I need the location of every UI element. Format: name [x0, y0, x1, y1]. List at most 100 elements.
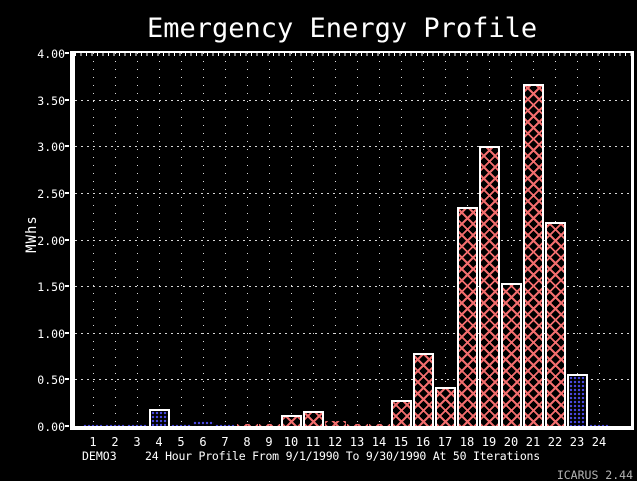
vertical-gridline	[445, 53, 446, 426]
x-axis-tick-label: 3	[133, 435, 141, 449]
y-axis-tick-mark	[65, 378, 69, 380]
horizontal-gridline	[75, 286, 631, 287]
x-axis-tick-label: 1	[89, 435, 97, 449]
bar-hour-16	[413, 353, 434, 426]
y-axis-tick-label: 4.00	[37, 47, 65, 61]
y-axis-tick-label: 3.00	[37, 140, 65, 154]
vertical-gridline	[313, 53, 314, 426]
vertical-gridline	[93, 53, 94, 426]
vertical-gridline	[225, 53, 226, 426]
x-axis-tick-label: 9	[265, 435, 273, 449]
vertical-gridline	[379, 53, 380, 426]
y-axis-tick-mark	[65, 52, 69, 54]
bar-hour-23	[567, 374, 588, 426]
plot-frame	[70, 51, 634, 430]
bar-hour-8	[237, 424, 258, 426]
horizontal-gridline	[75, 333, 631, 334]
x-axis-tick-label: 12	[327, 435, 343, 449]
y-axis-tick-label: 0.00	[37, 420, 65, 434]
vertical-gridline	[159, 53, 160, 426]
horizontal-gridline	[75, 379, 631, 380]
top-minor-ticks	[75, 53, 631, 56]
bar-hour-10	[281, 415, 302, 426]
app-version-watermark: ICARUS 2.44	[556, 468, 633, 481]
bar-hour-15	[391, 400, 412, 426]
bar-hour-20	[501, 283, 522, 426]
y-axis-tick-label: 1.00	[37, 327, 65, 341]
vertical-gridline	[137, 53, 138, 426]
bar-hour-9	[259, 424, 280, 426]
x-axis-tick-label: 21	[525, 435, 541, 449]
y-axis-tick-label: 3.50	[37, 94, 65, 108]
vertical-gridline	[181, 53, 182, 426]
vertical-gridline	[357, 53, 358, 426]
y-axis-tick-label: 2.50	[37, 187, 65, 201]
bar-hour-6	[193, 421, 214, 426]
x-axis-tick-label: 17	[437, 435, 453, 449]
y-axis-tick-label: 2.00	[37, 234, 65, 248]
y-axis-tick-mark	[65, 425, 69, 427]
vertical-gridline	[401, 53, 402, 426]
y-axis-tick-mark	[65, 145, 69, 147]
y-axis-tick-mark	[65, 239, 69, 241]
vertical-gridline	[423, 53, 424, 426]
y-axis-tick-mark	[65, 192, 69, 194]
bar-hour-17	[435, 387, 456, 426]
horizontal-gridline	[75, 240, 631, 241]
bar-hour-11	[303, 411, 324, 426]
x-axis-tick-label: 22	[547, 435, 563, 449]
bar-hour-3	[127, 424, 148, 426]
dataset-label: DEMO3	[82, 449, 117, 463]
vertical-gridline	[335, 53, 336, 426]
x-axis-tick-label: 23	[569, 435, 585, 449]
bar-hour-19	[479, 146, 500, 426]
bar-hour-2	[105, 424, 126, 426]
horizontal-gridline	[75, 100, 631, 101]
horizontal-gridline	[75, 146, 631, 147]
vertical-gridline	[247, 53, 248, 426]
x-axis-tick-label: 19	[481, 435, 497, 449]
vertical-gridline	[599, 53, 600, 426]
bar-hour-13	[347, 424, 368, 426]
bar-hour-22	[545, 222, 566, 426]
bar-hour-18	[457, 207, 478, 426]
x-axis-tick-label: 13	[349, 435, 365, 449]
x-axis-tick-label: 6	[199, 435, 207, 449]
bar-hour-1	[83, 424, 104, 426]
bar-hour-21	[523, 84, 544, 426]
x-axis-tick-label: 14	[371, 435, 387, 449]
y-axis-tick-mark	[65, 332, 69, 334]
x-axis-tick-label: 11	[305, 435, 321, 449]
vertical-gridline	[511, 53, 512, 426]
x-axis-tick-label: 2	[111, 435, 119, 449]
x-axis-tick-label: 10	[283, 435, 299, 449]
x-axis-caption: 24 Hour Profile From 9/1/1990 To 9/30/19…	[145, 449, 540, 463]
horizontal-gridline	[75, 193, 631, 194]
x-axis-tick-label: 5	[177, 435, 185, 449]
y-axis-tick-label: 1.50	[37, 280, 65, 294]
x-axis-tick-label: 7	[221, 435, 229, 449]
bar-hour-7	[215, 424, 236, 426]
bar-hour-24	[589, 424, 610, 426]
vertical-gridline	[203, 53, 204, 426]
vertical-gridline	[577, 53, 578, 426]
x-axis-tick-label: 20	[503, 435, 519, 449]
x-axis-tick-label: 4	[155, 435, 163, 449]
y-axis-tick-mark	[65, 285, 69, 287]
bar-hour-12	[325, 421, 346, 426]
x-axis-tick-label: 16	[415, 435, 431, 449]
vertical-gridline	[115, 53, 116, 426]
x-axis-tick-label: 24	[591, 435, 607, 449]
x-axis-tick-label: 15	[393, 435, 409, 449]
bar-hour-4	[149, 409, 170, 426]
bar-hour-14	[369, 424, 390, 426]
vertical-gridline	[269, 53, 270, 426]
y-axis-tick-mark	[65, 99, 69, 101]
chart-title: Emergency Energy Profile	[147, 13, 538, 44]
x-axis-tick-label: 8	[243, 435, 251, 449]
y-axis-tick-label: 0.50	[37, 373, 65, 387]
bar-hour-5	[171, 424, 192, 426]
vertical-gridline	[291, 53, 292, 426]
x-axis-tick-label: 18	[459, 435, 475, 449]
